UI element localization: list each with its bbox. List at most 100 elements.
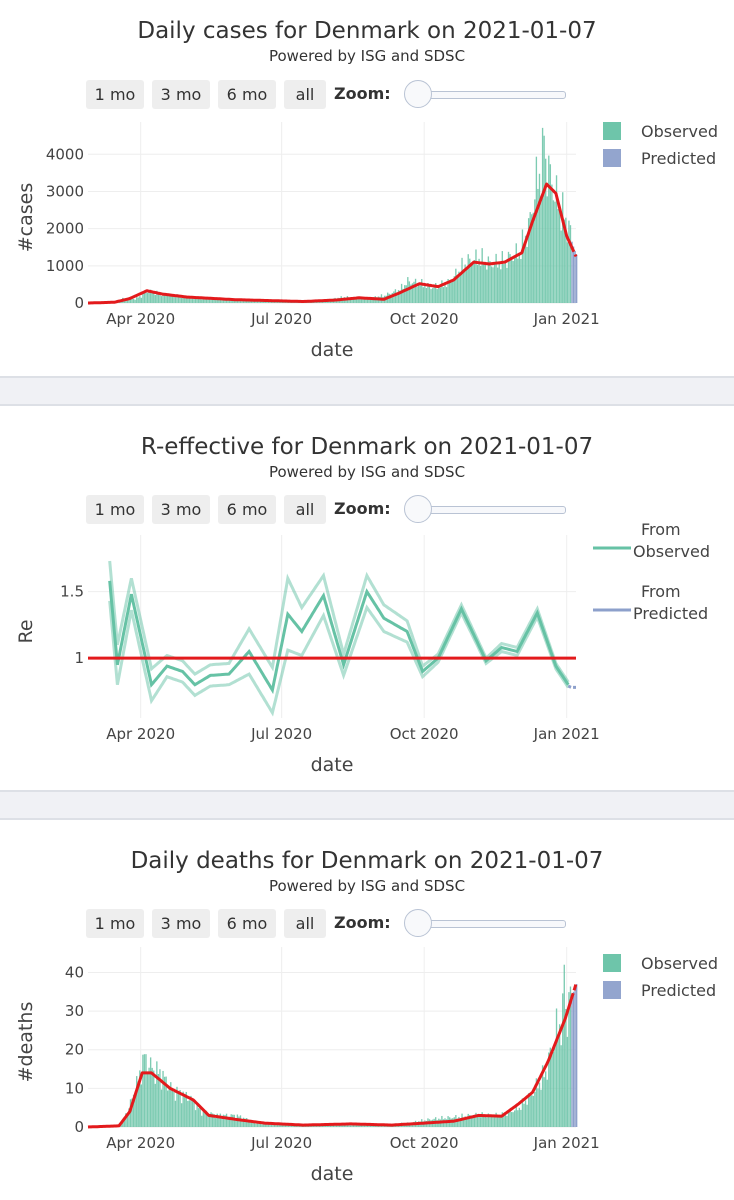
observed-bar xyxy=(537,188,539,303)
zoom-slider-handle[interactable] xyxy=(404,495,432,523)
range-1mo-button[interactable]: 1 mo xyxy=(86,909,144,938)
y-tick-label: 1.5 xyxy=(60,583,84,601)
panel-separator xyxy=(0,376,734,406)
observed-bar xyxy=(356,299,358,303)
observed-bar xyxy=(263,301,265,303)
observed-bar xyxy=(134,299,136,303)
observed-bar xyxy=(232,1114,234,1127)
observed-bar xyxy=(365,1125,367,1127)
observed-bar xyxy=(267,1124,270,1127)
observed-bar xyxy=(222,299,225,303)
observed-bar xyxy=(258,300,260,303)
range-6mo-button[interactable]: 6 mo xyxy=(218,909,276,938)
predicted-bar xyxy=(576,254,578,303)
observed-bar xyxy=(360,1124,363,1127)
zoom-slider-handle[interactable] xyxy=(404,80,432,108)
observed-bar xyxy=(551,184,553,303)
range-3mo-button[interactable]: 3 mo xyxy=(152,80,210,109)
observed-bar xyxy=(331,1125,333,1127)
observed-bar xyxy=(233,1114,235,1127)
observed-bar xyxy=(241,1120,243,1127)
x-tick-label: Jan 2021 xyxy=(533,725,600,743)
chart-subtitle: Powered by ISG and SDSC xyxy=(268,47,466,65)
observed-bar xyxy=(184,1093,186,1127)
deaths-panel: Daily deaths for Denmark on 2021-01-07 P… xyxy=(0,820,734,1200)
observed-bar xyxy=(518,253,521,303)
legend-swatch xyxy=(603,122,621,140)
range-3mo-button[interactable]: 3 mo xyxy=(152,495,210,524)
range-3mo-button[interactable]: 3 mo xyxy=(152,909,210,938)
observed-bar xyxy=(275,301,277,303)
legend-swatch xyxy=(603,981,621,999)
predicted-bar xyxy=(571,241,573,303)
observed-bar xyxy=(484,261,486,303)
observed-bar xyxy=(295,1125,297,1127)
deaths-chart: Apr 2020 Jul 2020 Oct 2020 Jan 2021 0 10 20 30 4… xyxy=(15,947,718,1185)
observed-bar xyxy=(202,297,204,303)
trend-line-predicted xyxy=(570,245,578,258)
range-6mo-button[interactable]: 6 mo xyxy=(218,495,276,524)
observed-bar xyxy=(204,298,206,303)
observed-bar xyxy=(486,269,488,303)
observed-bar xyxy=(215,1118,217,1127)
observed-bar xyxy=(321,1125,324,1127)
observed-bar xyxy=(219,1113,222,1127)
observed-bar xyxy=(473,1115,476,1127)
y-tick-label: 0 xyxy=(74,294,84,312)
observed-bar xyxy=(422,287,424,303)
range-all-button[interactable]: all xyxy=(284,80,326,109)
chart-subtitle: Powered by ISG and SDSC xyxy=(268,877,466,895)
observed-bar xyxy=(512,261,514,303)
observed-bar xyxy=(235,300,237,303)
observed-bar xyxy=(143,1054,146,1127)
observed-bar xyxy=(532,1095,534,1127)
observed-bar xyxy=(369,1125,372,1127)
observed-bar xyxy=(464,1116,466,1127)
observed-bar xyxy=(219,298,222,303)
observed-bar xyxy=(486,1117,488,1127)
y-tick-label: 3000 xyxy=(46,182,84,200)
observed-bar xyxy=(280,1124,282,1127)
observed-bar xyxy=(475,1112,477,1127)
observed-bar xyxy=(568,992,570,1127)
observed-bar xyxy=(515,243,517,303)
observed-bar xyxy=(154,294,156,303)
observed-bar xyxy=(213,1114,215,1127)
observed-bar xyxy=(368,298,370,303)
cases-panel: Daily cases for Denmark on 2021-01-07 Po… xyxy=(0,0,734,376)
predicted-bar xyxy=(574,987,576,1127)
range-1mo-button[interactable]: 1 mo xyxy=(86,495,144,524)
observed-bar xyxy=(221,300,223,303)
observed-bar xyxy=(507,251,510,303)
observed-bar xyxy=(325,1125,327,1127)
observed-bar xyxy=(148,291,150,303)
series-from-predicted xyxy=(567,684,576,689)
observed-bar xyxy=(352,1124,355,1127)
range-all-button[interactable]: all xyxy=(284,495,326,524)
observed-bar xyxy=(208,299,211,303)
observed-bar xyxy=(518,1107,521,1127)
observed-bar xyxy=(363,1125,366,1127)
range-6mo-button[interactable]: 6 mo xyxy=(218,80,276,109)
observed-bar xyxy=(132,298,135,303)
legend-label: Observed xyxy=(641,122,718,141)
range-all-button[interactable]: all xyxy=(284,909,326,938)
observed-bar xyxy=(543,1077,545,1127)
observed-bar xyxy=(404,285,406,303)
observed-bar xyxy=(534,199,536,303)
observed-bar xyxy=(165,293,167,303)
observed-bar xyxy=(489,1114,491,1127)
y-tick-label: 1000 xyxy=(46,257,84,275)
observed-bar xyxy=(569,986,572,1127)
observed-bar xyxy=(510,259,513,303)
observed-bar xyxy=(466,1117,468,1127)
zoom-label: Zoom: xyxy=(334,913,391,932)
zoom-slider-handle[interactable] xyxy=(404,909,432,937)
observed-bar xyxy=(521,1098,524,1127)
observed-bar xyxy=(562,192,564,303)
range-1mo-button[interactable]: 1 mo xyxy=(86,80,144,109)
observed-bar xyxy=(246,1118,248,1127)
observed-bar xyxy=(493,264,496,303)
panel-separator xyxy=(0,790,734,820)
observed-bar xyxy=(230,1114,232,1127)
